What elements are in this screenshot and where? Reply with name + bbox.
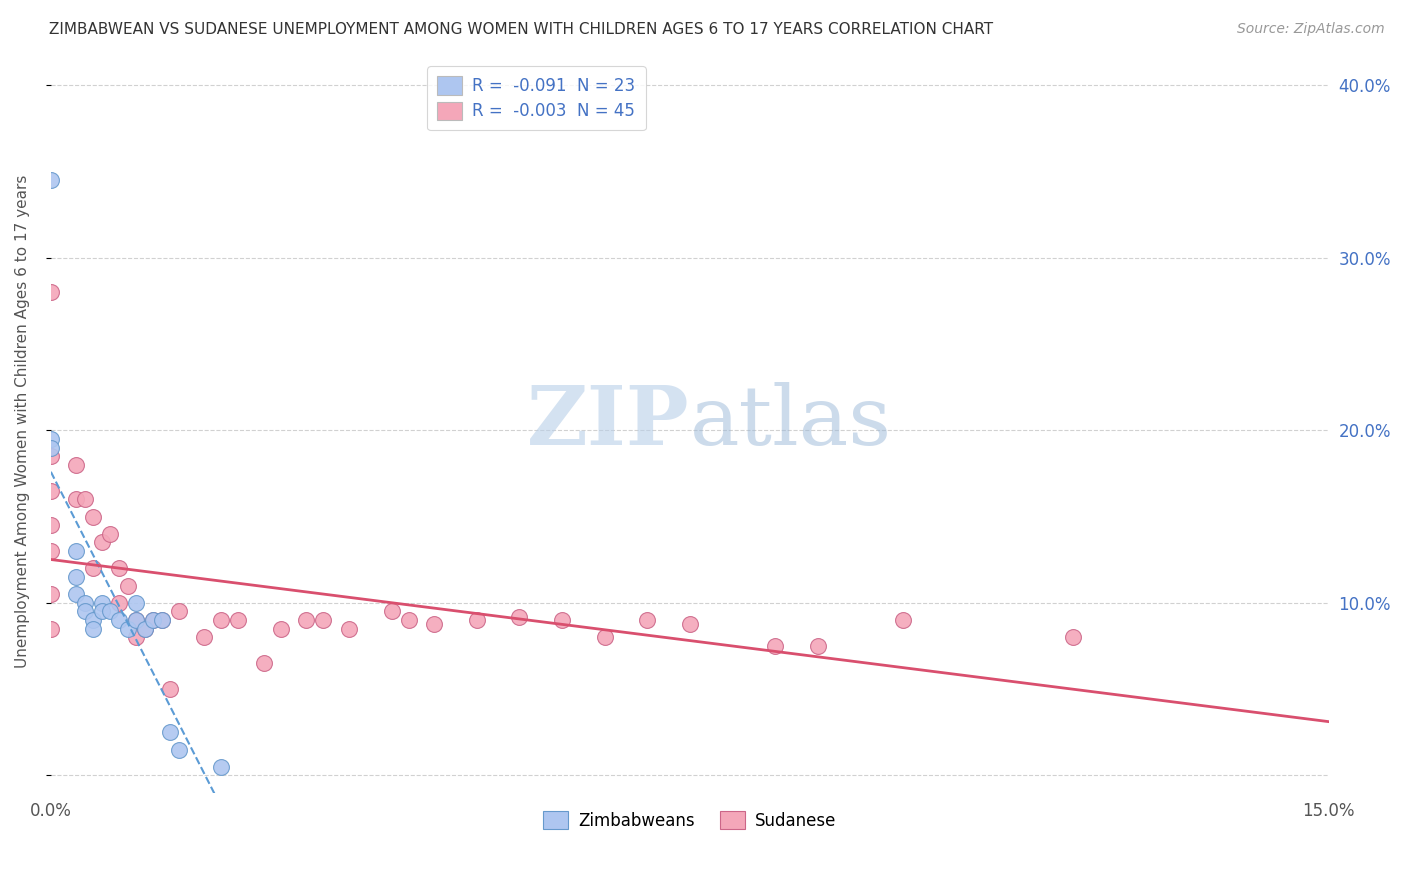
Point — [398, 613, 420, 627]
Point — [1062, 631, 1084, 645]
Point — [593, 631, 616, 645]
Point — [39, 483, 62, 498]
Point — [636, 613, 658, 627]
Point — [73, 605, 96, 619]
Point — [82, 622, 104, 636]
Point — [295, 613, 318, 627]
Point — [82, 509, 104, 524]
Point — [312, 613, 335, 627]
Point — [142, 613, 165, 627]
Point — [73, 596, 96, 610]
Point — [82, 613, 104, 627]
Point — [209, 613, 232, 627]
Point — [125, 613, 148, 627]
Point — [159, 725, 181, 739]
Point — [100, 526, 122, 541]
Text: Source: ZipAtlas.com: Source: ZipAtlas.com — [1237, 22, 1385, 37]
Point — [117, 622, 139, 636]
Point — [91, 535, 114, 549]
Point — [423, 616, 446, 631]
Point — [465, 613, 488, 627]
Point — [891, 613, 914, 627]
Point — [39, 544, 62, 558]
Point — [65, 492, 87, 507]
Point — [39, 449, 62, 463]
Point — [134, 622, 156, 636]
Point — [125, 631, 148, 645]
Point — [125, 613, 148, 627]
Point — [39, 518, 62, 533]
Text: atlas: atlas — [690, 382, 891, 462]
Point — [381, 605, 404, 619]
Point — [253, 657, 276, 671]
Point — [65, 458, 87, 472]
Point — [65, 570, 87, 584]
Point — [117, 578, 139, 592]
Point — [39, 441, 62, 455]
Point — [159, 682, 181, 697]
Point — [679, 616, 702, 631]
Point — [807, 639, 830, 653]
Point — [73, 492, 96, 507]
Y-axis label: Unemployment Among Women with Children Ages 6 to 17 years: Unemployment Among Women with Children A… — [15, 175, 30, 668]
Point — [65, 587, 87, 601]
Point — [551, 613, 574, 627]
Point — [39, 432, 62, 446]
Point — [763, 639, 786, 653]
Point — [39, 285, 62, 300]
Point — [108, 561, 131, 575]
Point — [65, 544, 87, 558]
Point — [167, 742, 190, 756]
Point — [39, 173, 62, 187]
Point — [82, 561, 104, 575]
Point — [100, 605, 122, 619]
Text: ZIP: ZIP — [527, 382, 690, 462]
Point — [209, 760, 232, 774]
Point — [150, 613, 173, 627]
Point — [270, 622, 292, 636]
Point — [91, 605, 114, 619]
Point — [125, 596, 148, 610]
Point — [142, 613, 165, 627]
Point — [108, 613, 131, 627]
Point — [337, 622, 360, 636]
Point — [150, 613, 173, 627]
Legend: Zimbabweans, Sudanese: Zimbabweans, Sudanese — [537, 805, 844, 837]
Point — [193, 631, 215, 645]
Text: ZIMBABWEAN VS SUDANESE UNEMPLOYMENT AMONG WOMEN WITH CHILDREN AGES 6 TO 17 YEARS: ZIMBABWEAN VS SUDANESE UNEMPLOYMENT AMON… — [49, 22, 993, 37]
Point — [108, 596, 131, 610]
Point — [508, 609, 530, 624]
Point — [167, 605, 190, 619]
Point — [226, 613, 249, 627]
Point — [134, 622, 156, 636]
Point — [91, 596, 114, 610]
Point — [39, 622, 62, 636]
Point — [39, 587, 62, 601]
